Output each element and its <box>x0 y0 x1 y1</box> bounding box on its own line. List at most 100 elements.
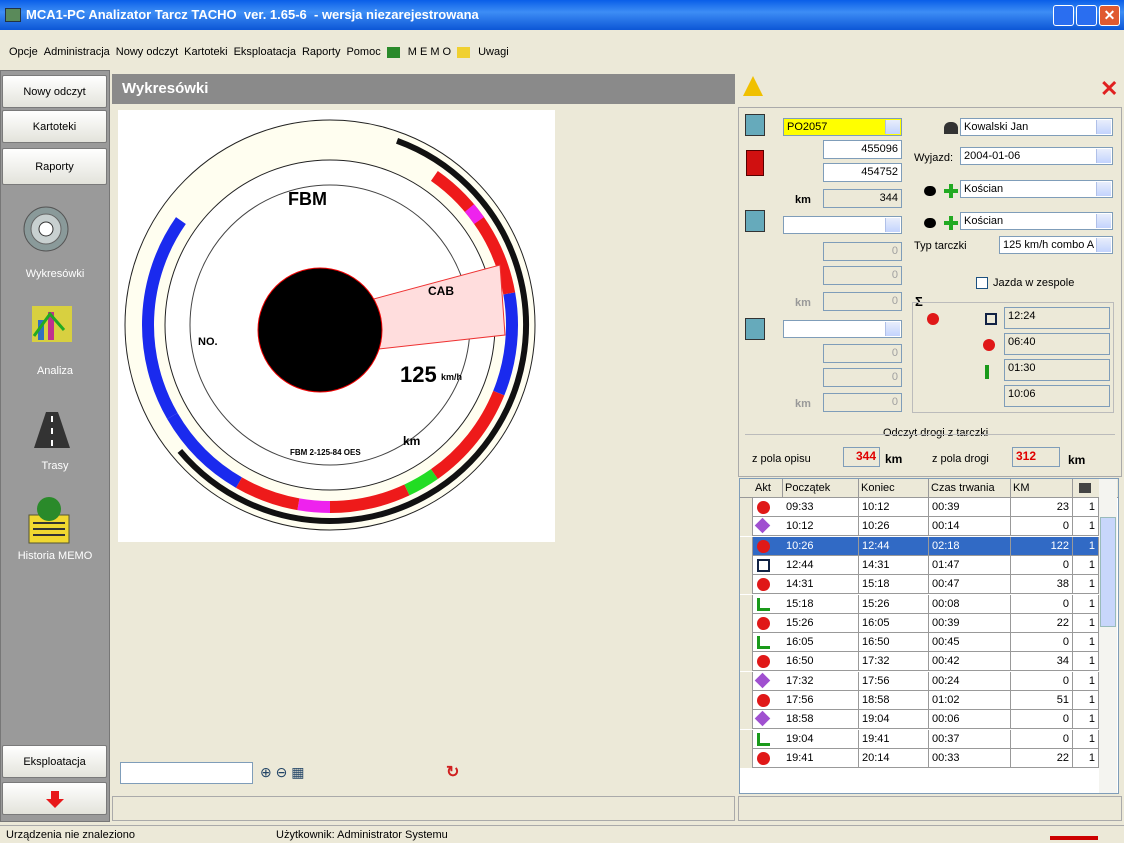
table-row[interactable] <box>740 498 1100 517</box>
odometer-start[interactable]: 0 <box>823 344 902 363</box>
maximize-button[interactable] <box>1076 5 1097 26</box>
zoom-tools[interactable]: ⊕ ⊖ ▦ <box>260 764 305 780</box>
table-row[interactable] <box>740 730 1100 749</box>
sidebar-label[interactable]: Analiza <box>36 365 74 377</box>
table-cell: 15:18 <box>859 575 929 595</box>
total-field: 12:24 <box>1004 307 1110 329</box>
status-bar <box>0 825 1124 843</box>
table-cell: 00:39 <box>929 613 1011 633</box>
column-header[interactable]: Koniec <box>859 479 929 498</box>
row-indicator <box>740 575 753 595</box>
column-header[interactable]: Akt <box>753 479 783 498</box>
plus-icon <box>944 216 958 230</box>
table-cell: 17:56 <box>783 691 859 710</box>
sidebar-label[interactable]: Trasy <box>41 460 69 472</box>
vehicle-combo[interactable]: PO2057 <box>783 118 902 136</box>
distance-title: Odczyt drogi z tarczki <box>880 427 992 439</box>
disc-type-combo[interactable]: 125 km/h combo A <box>999 236 1113 254</box>
search-input[interactable] <box>120 762 253 784</box>
disc-segment <box>142 217 186 419</box>
table-row[interactable] <box>740 710 1100 730</box>
table-cell: 01:02 <box>929 691 1011 710</box>
odometer-end[interactable]: 0 <box>823 368 902 387</box>
menu-item[interactable]: Nowy odczyt <box>115 46 179 58</box>
status-user: Użytkownik: Administrator Systemu <box>276 829 448 841</box>
table-cell: 22 <box>1011 613 1073 633</box>
main-header <box>112 74 735 104</box>
to-combo[interactable]: Kościan <box>960 212 1113 230</box>
table-cell: 00:42 <box>929 652 1011 672</box>
warning-icon[interactable] <box>743 76 763 96</box>
table-cell: 15:18 <box>783 594 859 614</box>
table-row[interactable] <box>740 575 1100 595</box>
sidebar-button[interactable]: Raporty <box>2 148 107 185</box>
fuel-icon <box>746 150 764 176</box>
menu-item[interactable]: Uwagi <box>478 46 509 58</box>
odometer-start[interactable]: 455096 <box>823 140 902 159</box>
table-row[interactable] <box>740 652 1100 672</box>
table-row[interactable] <box>740 614 1100 633</box>
refresh-icon[interactable]: ↻ <box>446 764 460 781</box>
driver-combo[interactable]: Kowalski Jan <box>960 118 1113 136</box>
table-row[interactable] <box>740 517 1100 537</box>
table-cell: 51 <box>1011 691 1073 710</box>
column-header[interactable]: Czas trwania <box>929 479 1011 498</box>
menu-item[interactable]: Administracja <box>43 46 110 58</box>
arrow-button[interactable] <box>2 782 107 815</box>
table-cell: 34 <box>1011 652 1073 672</box>
table-row[interactable] <box>740 595 1100 614</box>
vehicle-column-icon <box>1079 483 1091 493</box>
tachograph-disc: FBM CAB 125 km/h km FBM 2-125-84 OES NO. <box>118 110 555 542</box>
table-cell: 38 <box>1011 575 1073 595</box>
from-combo[interactable]: Kościan <box>960 180 1113 198</box>
table-cell: 1 <box>1073 613 1099 633</box>
sidebar-button[interactable]: Nowy odczyt <box>2 75 107 108</box>
table-row[interactable] <box>740 672 1100 691</box>
activity-icon <box>757 539 770 553</box>
activity-icon <box>757 751 770 765</box>
vehicle-combo[interactable] <box>783 216 902 234</box>
menu-item[interactable]: Eksploatacja <box>233 46 296 58</box>
sigma-label: Σ <box>915 294 923 309</box>
team-checkbox[interactable] <box>976 277 988 289</box>
title-bar: MCA1-PC Analizator Tarcz TACHO ver. 1.65… <box>0 0 1124 30</box>
scroll-thumb[interactable] <box>1100 517 1116 627</box>
menu-item[interactable]: Raporty <box>301 46 341 58</box>
odometer-end[interactable]: 454752 <box>823 163 902 182</box>
sidebar-label[interactable]: Wykresówki <box>25 268 85 280</box>
table-cell: 1 <box>1073 555 1099 575</box>
menu-item[interactable]: Kartoteki <box>184 46 228 58</box>
sidebar-button[interactable]: Eksploatacja <box>2 745 107 778</box>
table-row[interactable] <box>740 691 1100 710</box>
column-header[interactable]: Początek <box>783 479 859 498</box>
disc-segment <box>464 204 485 225</box>
odometer-start[interactable]: 0 <box>823 242 902 261</box>
table-cell: 1 <box>1073 575 1099 595</box>
departure-field[interactable]: 2004-01-06 <box>960 147 1113 165</box>
sidebar-button[interactable]: Kartoteki <box>2 110 107 143</box>
vehicle-combo[interactable] <box>783 320 902 338</box>
table-cell: 1 <box>1073 729 1099 749</box>
table-cell: 15:26 <box>783 613 859 633</box>
rest-icon <box>985 365 989 379</box>
road-value: 312 <box>1012 447 1060 467</box>
column-header[interactable]: KM <box>1011 479 1073 498</box>
sidebar-label[interactable]: Historia MEMO <box>17 550 93 562</box>
table-cell: 16:05 <box>859 613 929 633</box>
disc-segment <box>430 171 516 295</box>
minimize-button[interactable] <box>1053 5 1074 26</box>
menu-item[interactable]: Opcje <box>9 46 38 58</box>
table-row[interactable] <box>740 633 1100 653</box>
menu-item[interactable]: M E M O <box>407 46 452 58</box>
close-panel[interactable]: ✕ <box>1100 76 1119 101</box>
close-button[interactable]: ✕ <box>1099 5 1120 26</box>
table-row[interactable] <box>740 556 1100 575</box>
menu-item[interactable]: Pomoc <box>346 46 381 58</box>
disc-segment <box>329 484 410 513</box>
total-icons <box>927 313 939 325</box>
table-row[interactable] <box>740 749 1100 768</box>
team-label[interactable]: Jazda w zespole <box>993 277 1075 289</box>
odometer-end[interactable]: 0 <box>823 266 902 285</box>
activity-icon <box>757 694 770 707</box>
scrollbar[interactable] <box>1099 479 1117 793</box>
